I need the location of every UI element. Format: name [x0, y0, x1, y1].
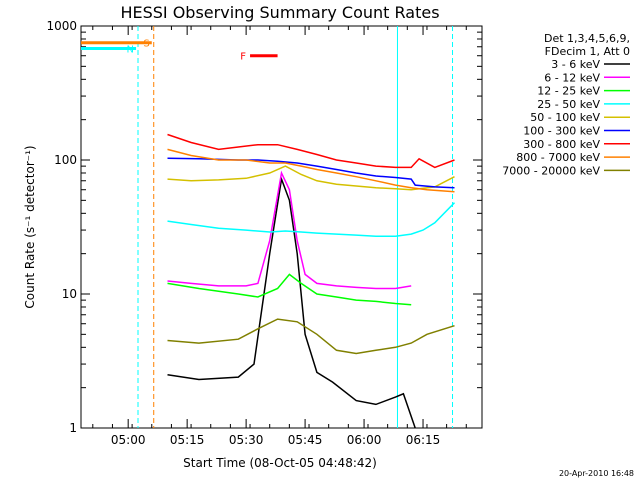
legend-header: Det 1,3,4,5,6,9, — [544, 32, 630, 45]
x-tick-label: 05:30 — [229, 433, 264, 447]
flag-label: S — [143, 39, 149, 50]
series-line — [167, 273, 412, 306]
legend-label: 800 - 7000 keV — [516, 151, 600, 164]
chart-title: HESSI Observing Summary Count Rates — [120, 3, 439, 22]
y-tick-label: 10 — [62, 287, 77, 301]
legend-label: 100 - 300 keV — [523, 125, 600, 138]
footer-timestamp: 20-Apr-2010 16:48 — [559, 469, 634, 478]
series-line — [167, 148, 455, 193]
y-tick-label: 1 — [69, 421, 77, 435]
series-line — [167, 202, 456, 237]
plot-frame — [80, 25, 483, 429]
legend-label: 7000 - 20000 keV — [502, 164, 600, 177]
legend-label: 12 - 25 keV — [537, 85, 600, 98]
x-tick-label: 05:45 — [288, 433, 323, 447]
series-line — [167, 133, 455, 169]
flag-label: N — [127, 44, 134, 55]
y-axis-label: Count Rate (s⁻¹ detector⁻¹) — [23, 145, 37, 308]
legend-label: 50 - 100 keV — [530, 111, 600, 124]
legend-label: 3 - 6 keV — [551, 58, 600, 71]
y-tick-label: 100 — [54, 153, 77, 167]
legend-header: FDecim 1, Att 0 — [545, 45, 630, 58]
x-tick-label: 06:15 — [406, 433, 441, 447]
series-line — [167, 170, 412, 290]
flag-label: F — [240, 52, 246, 63]
series-line — [167, 165, 455, 191]
series-line — [167, 318, 455, 355]
series-line — [167, 157, 455, 189]
x-tick-label: 05:15 — [170, 433, 205, 447]
y-tick-label: 1000 — [46, 19, 77, 33]
x-tick-label: 06:00 — [347, 433, 382, 447]
x-tick-label: 05:00 — [111, 433, 146, 447]
legend-label: 25 - 50 keV — [537, 98, 600, 111]
series-line — [167, 176, 416, 429]
x-axis-label: Start Time (08-Oct-05 04:48:42) — [183, 456, 377, 470]
legend-label: 6 - 12 keV — [544, 71, 600, 84]
legend-label: 300 - 800 keV — [523, 138, 600, 151]
